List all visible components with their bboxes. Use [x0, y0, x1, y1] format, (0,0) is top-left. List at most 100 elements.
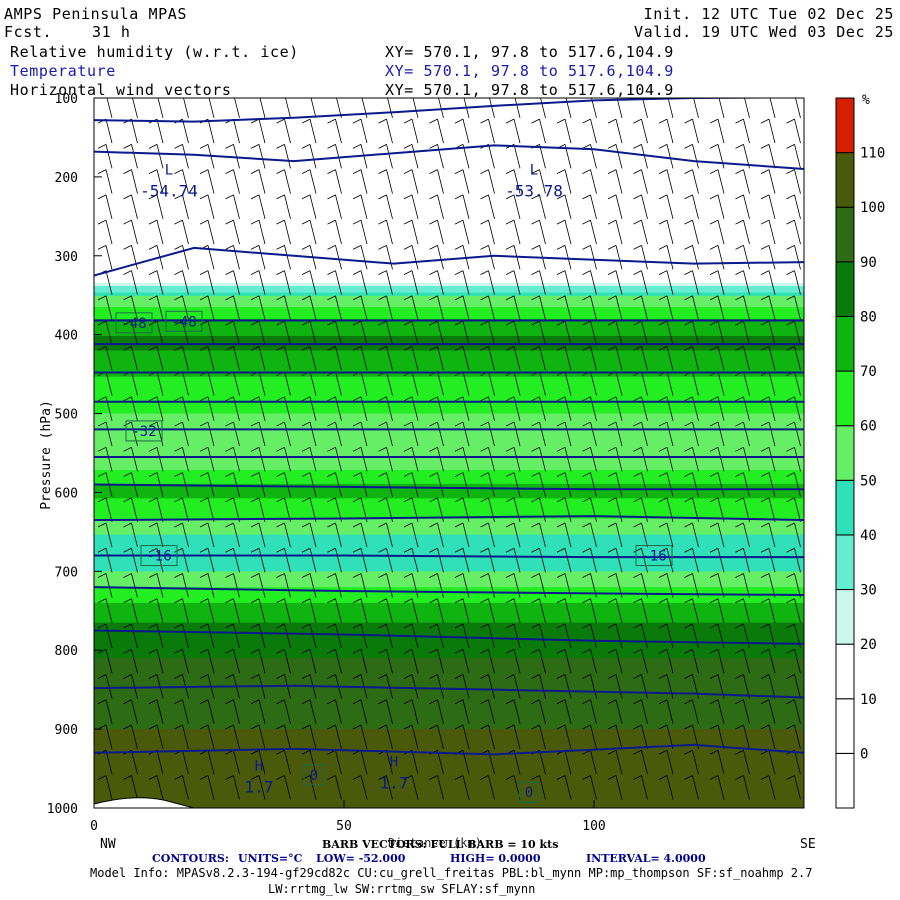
wind-barb: [429, 295, 444, 320]
wind-barb: [659, 98, 674, 118]
wind-barbs: [97, 98, 801, 800]
wind-barb: [760, 497, 776, 522]
wind-barb: [658, 522, 674, 548]
rh-band: [94, 622, 804, 630]
wind-barb: [582, 194, 597, 219]
wind-barb: [123, 724, 138, 750]
wind-barb: [760, 219, 776, 245]
wind-barb: [454, 472, 470, 497]
wind-barb: [352, 244, 368, 270]
terrain-profile: [94, 797, 195, 808]
wind-barb: [225, 244, 240, 270]
wind-barb: [505, 674, 521, 699]
rh-band: [94, 465, 804, 471]
wind-barb: [352, 169, 368, 194]
wind-barb: [378, 270, 393, 295]
rh-band: [94, 299, 804, 304]
wind-barb: [174, 547, 189, 573]
wind-barb: [607, 169, 623, 194]
extremum-value: 1.7: [245, 777, 274, 796]
wind-barb: [123, 648, 138, 674]
rh-band: [94, 439, 804, 446]
wind-barb: [148, 219, 164, 245]
wind-barb: [531, 270, 546, 295]
rh-band: [94, 689, 804, 697]
wind-barb: [352, 219, 368, 245]
wind-barb: [123, 775, 138, 800]
contour-label-box: [140, 545, 178, 567]
rh-band: [94, 597, 804, 604]
wind-barb: [403, 144, 419, 169]
wind-barb: [735, 98, 750, 118]
wind-barb: [531, 98, 546, 118]
rh-field: [94, 98, 804, 808]
wind-barb: [327, 194, 342, 219]
wind-barb: [378, 295, 393, 320]
wind-barb: [760, 295, 776, 320]
wind-barb: [250, 446, 266, 472]
y-axis: 100 200 300 400 500 600 700 800 900 1000: [47, 92, 102, 817]
rh-band: [94, 117, 804, 139]
colorbar-bin: [835, 152, 855, 208]
extremum-symbol: H: [390, 754, 398, 770]
wind-barb: [429, 118, 444, 144]
wind-barb: [760, 118, 776, 144]
rh-band: [94, 450, 804, 457]
rh-band: [94, 550, 804, 557]
wind-barb: [735, 472, 750, 497]
colorbar-label: 70: [860, 364, 877, 380]
rh-band: [94, 397, 804, 404]
wind-barb: [429, 421, 444, 447]
contours-interval: INTERVAL= 4.0000: [586, 852, 706, 865]
wind-barb: [556, 446, 572, 472]
colorbar-unit: %: [862, 93, 870, 108]
wind-barb: [97, 522, 113, 548]
rh-band: [94, 555, 804, 562]
wind-barb: [531, 674, 546, 699]
wind-barb: [327, 547, 342, 573]
temperature-contour-line: [94, 515, 804, 522]
wind-barb: [174, 446, 189, 472]
colorbar-bin: [835, 479, 855, 536]
field-rh-range: XY= 570.1, 97.8 to 517.6,104.9: [385, 43, 674, 61]
rh-band: [94, 560, 804, 567]
wind-barb: [378, 421, 393, 447]
wind-barb: [199, 320, 215, 346]
colorbar-label: 110: [860, 146, 885, 162]
wind-barb: [225, 497, 240, 522]
wind-barb: [301, 270, 317, 295]
wind-barb: [148, 573, 164, 598]
wind-barb: [429, 169, 444, 194]
temperature-contour-line: [94, 246, 804, 277]
wind-barb: [327, 648, 342, 674]
wind-barb: [709, 421, 725, 447]
wind-barb: [301, 320, 317, 346]
wind-barb: [327, 724, 342, 750]
wind-barb: [174, 295, 189, 320]
wind-barb: [301, 522, 317, 548]
wind-barb: [250, 219, 266, 245]
wind-barb: [148, 724, 164, 750]
wind-barb: [97, 497, 113, 522]
wind-barb: [607, 144, 623, 169]
wind-barb: [301, 775, 317, 800]
wind-barb: [225, 446, 240, 472]
rh-band: [94, 429, 804, 436]
wind-barb: [786, 547, 801, 573]
wind-barb: [480, 724, 495, 750]
wind-barb: [556, 699, 572, 724]
wind-barb: [684, 749, 699, 775]
wind-barb: [174, 320, 189, 346]
wind-barb: [199, 194, 215, 219]
wind-barb: [607, 320, 623, 346]
rh-band: [94, 742, 804, 757]
wind-barb: [786, 699, 801, 724]
wind-barb: [97, 446, 113, 472]
wind-barb: [250, 144, 266, 169]
wind-barb: [709, 270, 725, 295]
wind-barb: [327, 446, 342, 472]
wind-barb: [582, 345, 597, 371]
colorbar-label: 0: [860, 746, 868, 762]
wind-barb: [505, 219, 521, 245]
wind-barb: [735, 345, 750, 371]
